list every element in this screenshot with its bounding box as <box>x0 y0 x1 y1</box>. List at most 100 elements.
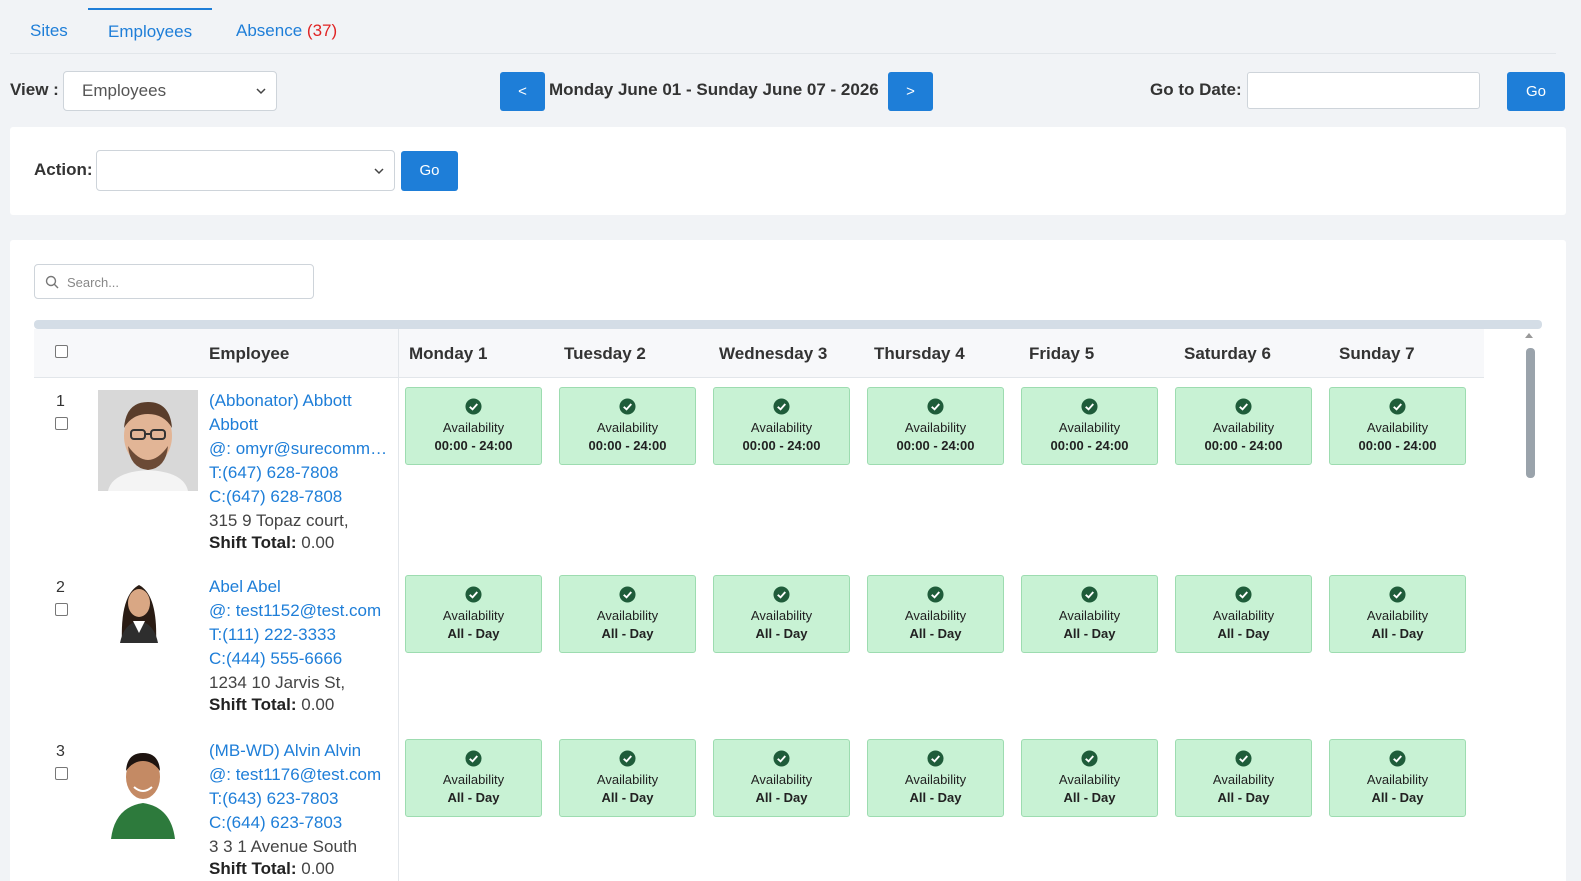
shift-total: Shift Total: 0.00 <box>209 533 335 552</box>
row-checkbox[interactable] <box>55 417 68 430</box>
tab-absence[interactable]: Absence (37) <box>216 8 357 54</box>
availability-time: 00:00 - 24:00 <box>434 438 513 453</box>
employee-name-link[interactable]: (MB-WD) Alvin Alvin <box>209 741 362 760</box>
day-header: Monday 1 <box>409 344 488 363</box>
employee-email-link[interactable]: @: omyr@surecommunications.com <box>209 439 394 458</box>
availability-cell[interactable]: Availability All - Day <box>1175 575 1312 653</box>
availability-cell[interactable]: Availability All - Day <box>1175 739 1312 817</box>
employee-info: (Abbonator) Abbott Abbott @: omyr@sureco… <box>209 389 394 553</box>
action-go-button[interactable]: Go <box>401 151 458 191</box>
availability-cell[interactable]: Availability All - Day <box>559 739 696 817</box>
day-header: Thursday 4 <box>874 344 965 363</box>
employee-name-link[interactable]: Abbott <box>209 415 259 434</box>
availability-cell[interactable]: Availability 00:00 - 24:00 <box>1021 387 1158 465</box>
availability-title: Availability <box>442 608 505 623</box>
day-header: Saturday 6 <box>1184 344 1271 363</box>
action-label: Action: <box>34 160 93 179</box>
availability-cell[interactable]: Availability 00:00 - 24:00 <box>713 387 850 465</box>
shift-total: Shift Total: 0.00 <box>209 859 335 878</box>
vertical-scrollbar[interactable] <box>1526 348 1535 478</box>
availability-cell[interactable]: Availability All - Day <box>1021 739 1158 817</box>
availability-time: All - Day <box>601 626 654 641</box>
check-circle-icon <box>619 398 636 415</box>
availability-cell[interactable]: Availability All - Day <box>1329 575 1466 653</box>
row-checkbox[interactable] <box>55 603 68 616</box>
availability-title: Availability <box>1058 420 1121 435</box>
availability-cell[interactable]: Availability All - Day <box>1021 575 1158 653</box>
check-circle-icon <box>619 586 636 603</box>
absence-count-badge: (37) <box>306 21 338 40</box>
employee-cell-link[interactable]: C:(647) 628-7808 <box>209 487 343 506</box>
check-circle-icon <box>773 750 790 767</box>
availability-cell[interactable]: Availability 00:00 - 24:00 <box>559 387 696 465</box>
check-circle-icon <box>465 586 482 603</box>
table-header: Employee Monday 1 Tuesday 2 Wednesday 3 … <box>34 329 1484 378</box>
search-box[interactable] <box>34 264 314 299</box>
employee-address: 3 3 1 Avenue South <box>209 837 358 856</box>
employee-phone-link[interactable]: T:(111) 222-3333 <box>209 625 336 644</box>
employee-phone-link[interactable]: T:(647) 628-7808 <box>209 463 339 482</box>
employee-email-link[interactable]: @: test1152@test.com <box>209 601 382 620</box>
availability-title: Availability <box>750 420 813 435</box>
row-number: 2 <box>56 579 65 596</box>
availability-title: Availability <box>1058 772 1121 787</box>
availability-time: 00:00 - 24:00 <box>742 438 821 453</box>
goto-date-label: Go to Date: <box>1150 80 1242 99</box>
availability-cell[interactable]: Availability All - Day <box>867 575 1004 653</box>
availability-cell[interactable]: Availability 00:00 - 24:00 <box>1175 387 1312 465</box>
check-circle-icon <box>1081 586 1098 603</box>
tab-label: Absence <box>236 21 303 40</box>
check-circle-icon <box>1235 398 1252 415</box>
horizontal-scrollbar[interactable] <box>34 320 1542 329</box>
availability-cell[interactable]: Availability All - Day <box>405 739 542 817</box>
search-input[interactable] <box>67 271 307 293</box>
employee-cell-link[interactable]: C:(644) 623-7803 <box>209 813 343 832</box>
availability-time: 00:00 - 24:00 <box>1358 438 1437 453</box>
schedule-table: Employee Monday 1 Tuesday 2 Wednesday 3 … <box>34 329 1484 881</box>
day-header: Wednesday 3 <box>719 344 828 363</box>
availability-time: 00:00 - 24:00 <box>588 438 667 453</box>
availability-cell[interactable]: Availability 00:00 - 24:00 <box>405 387 542 465</box>
availability-cell[interactable]: Availability 00:00 - 24:00 <box>867 387 1004 465</box>
availability-cell[interactable]: Availability All - Day <box>405 575 542 653</box>
employee-phone-link[interactable]: T:(643) 623-7803 <box>209 789 339 808</box>
avatar <box>98 390 198 491</box>
view-select[interactable]: Employees <box>63 71 277 111</box>
availability-cell[interactable]: Availability All - Day <box>559 575 696 653</box>
select-all-checkbox[interactable] <box>55 345 68 358</box>
check-circle-icon <box>927 586 944 603</box>
scroll-up-arrow-icon[interactable] <box>1525 333 1533 338</box>
availability-time: All - Day <box>1217 790 1270 805</box>
employee-cell-link[interactable]: C:(444) 555-6666 <box>209 649 343 668</box>
employee-email-link[interactable]: @: test1176@test.com <box>209 765 382 784</box>
availability-cell[interactable]: Availability 00:00 - 24:00 <box>1329 387 1466 465</box>
availability-time: All - Day <box>447 790 500 805</box>
employee-name-link[interactable]: (Abbonator) Abbott <box>209 391 352 410</box>
availability-cell[interactable]: Availability All - Day <box>713 739 850 817</box>
avatar <box>109 747 177 839</box>
availability-cell[interactable]: Availability All - Day <box>867 739 1004 817</box>
check-circle-icon <box>465 750 482 767</box>
view-select-value: Employees <box>82 81 167 100</box>
next-week-button[interactable]: > <box>888 72 933 111</box>
avatar <box>112 575 166 643</box>
goto-date-input[interactable] <box>1247 72 1480 109</box>
availability-title: Availability <box>1212 772 1275 787</box>
availability-time: All - Day <box>1217 626 1270 641</box>
availability-cell[interactable]: Availability All - Day <box>713 575 850 653</box>
availability-title: Availability <box>596 608 659 623</box>
availability-time: 00:00 - 24:00 <box>1204 438 1283 453</box>
tab-sites[interactable]: Sites <box>10 8 88 54</box>
availability-time: All - Day <box>909 790 962 805</box>
row-checkbox[interactable] <box>55 767 68 780</box>
search-icon <box>45 275 59 289</box>
employee-name-link[interactable]: Abel Abel <box>209 577 281 596</box>
prev-week-button[interactable]: < <box>500 72 545 111</box>
goto-date-go-button[interactable]: Go <box>1507 72 1565 111</box>
tab-employees[interactable]: Employees <box>88 8 213 54</box>
check-circle-icon <box>1389 398 1406 415</box>
day-header: Sunday 7 <box>1339 344 1415 363</box>
availability-cell[interactable]: Availability All - Day <box>1329 739 1466 817</box>
check-circle-icon <box>773 398 790 415</box>
action-select[interactable] <box>96 150 395 191</box>
